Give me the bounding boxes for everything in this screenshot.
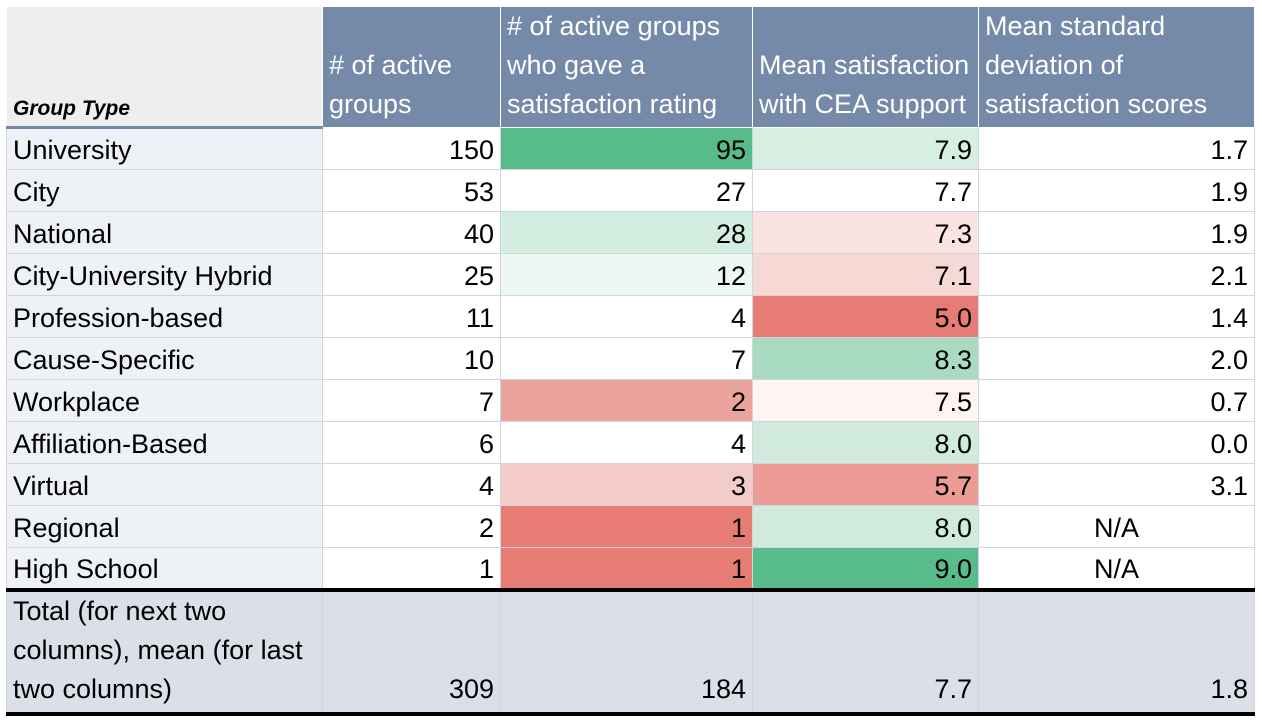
row-group-type: City-University Hybrid — [6, 253, 323, 296]
row-mean-satisfaction: 7.1 — [752, 253, 979, 296]
table-row: Virtual 4 3 5.7 3.1 — [6, 463, 1255, 506]
table-row: Regional 2 1 8.0 N/A — [6, 505, 1255, 548]
row-rated-groups: 4 — [500, 421, 753, 464]
row-group-type: Affiliation-Based — [6, 421, 323, 464]
row-mean-stdev: 2.0 — [978, 337, 1255, 380]
row-mean-stdev: N/A — [978, 547, 1255, 592]
table-row: National 40 28 7.3 1.9 — [6, 211, 1255, 254]
row-rated-groups: 27 — [500, 169, 753, 212]
row-rated-groups: 12 — [500, 253, 753, 296]
total-stdev: 1.8 — [978, 589, 1255, 716]
row-mean-stdev: 0.7 — [978, 379, 1255, 422]
row-group-type: Cause-Specific — [6, 337, 323, 380]
row-active-groups: 53 — [322, 169, 501, 212]
row-mean-satisfaction: 5.7 — [752, 463, 979, 506]
row-mean-stdev: N/A — [978, 505, 1255, 548]
row-rated-groups: 1 — [500, 505, 753, 548]
row-group-type: Profession-based — [6, 295, 323, 338]
row-mean-satisfaction: 7.3 — [752, 211, 979, 254]
row-active-groups: 6 — [322, 421, 501, 464]
row-mean-satisfaction: 9.0 — [752, 547, 979, 592]
row-active-groups: 10 — [322, 337, 501, 380]
row-mean-stdev: 0.0 — [978, 421, 1255, 464]
row-rated-groups: 28 — [500, 211, 753, 254]
row-active-groups: 150 — [322, 127, 501, 170]
row-mean-satisfaction: 8.0 — [752, 505, 979, 548]
row-rated-groups: 2 — [500, 379, 753, 422]
row-rated-groups: 1 — [500, 547, 753, 592]
row-active-groups: 40 — [322, 211, 501, 254]
row-mean-satisfaction: 5.0 — [752, 295, 979, 338]
row-rated-groups: 7 — [500, 337, 753, 380]
table-row: Affiliation-Based 6 4 8.0 0.0 — [6, 421, 1255, 464]
row-mean-stdev: 1.9 — [978, 211, 1255, 254]
row-active-groups: 7 — [322, 379, 501, 422]
header-rated-groups: # of active groups who gave a satisfacti… — [500, 6, 753, 128]
total-label: Total (for next two columns), mean (for … — [6, 589, 323, 716]
total-active: 309 — [322, 589, 501, 716]
row-active-groups: 1 — [322, 547, 501, 592]
row-mean-stdev: 1.7 — [978, 127, 1255, 170]
header-mean-stdev: Mean standard deviation of satisfaction … — [978, 6, 1255, 128]
row-group-type: National — [6, 211, 323, 254]
row-rated-groups: 3 — [500, 463, 753, 506]
table-row: Profession-based 11 4 5.0 1.4 — [6, 295, 1255, 338]
row-active-groups: 4 — [322, 463, 501, 506]
table-row: University 150 95 7.9 1.7 — [6, 127, 1255, 170]
table-row: City 53 27 7.7 1.9 — [6, 169, 1255, 212]
table-row: High School 1 1 9.0 N/A — [6, 547, 1255, 592]
row-active-groups: 25 — [322, 253, 501, 296]
row-rated-groups: 95 — [500, 127, 753, 170]
row-mean-stdev: 1.4 — [978, 295, 1255, 338]
total-row: Total (for next two columns), mean (for … — [6, 589, 1255, 716]
row-mean-satisfaction: 7.9 — [752, 127, 979, 170]
row-mean-satisfaction: 8.3 — [752, 337, 979, 380]
row-mean-stdev: 1.9 — [978, 169, 1255, 212]
total-satisfaction: 7.7 — [752, 589, 979, 716]
row-group-type: Regional — [6, 505, 323, 548]
row-group-type: Virtual — [6, 463, 323, 506]
row-mean-satisfaction: 8.0 — [752, 421, 979, 464]
row-mean-stdev: 2.1 — [978, 253, 1255, 296]
row-active-groups: 11 — [322, 295, 501, 338]
row-active-groups: 2 — [322, 505, 501, 548]
header-row: Group Type # of active groups # of activ… — [6, 6, 1255, 129]
row-group-type: University — [6, 127, 323, 170]
header-mean-satisfaction: Mean satisfaction with CEA support — [752, 6, 979, 128]
row-mean-satisfaction: 7.5 — [752, 379, 979, 422]
table-row: City-University Hybrid 25 12 7.1 2.1 — [6, 253, 1255, 296]
header-group-type: Group Type — [6, 6, 323, 129]
row-group-type: City — [6, 169, 323, 212]
row-group-type: Workplace — [6, 379, 323, 422]
row-group-type: High School — [6, 547, 323, 592]
table-row: Cause-Specific 10 7 8.3 2.0 — [6, 337, 1255, 380]
table-row: Workplace 7 2 7.5 0.7 — [6, 379, 1255, 422]
row-rated-groups: 4 — [500, 295, 753, 338]
row-mean-satisfaction: 7.7 — [752, 169, 979, 212]
satisfaction-table: Group Type # of active groups # of activ… — [6, 6, 1255, 716]
row-mean-stdev: 3.1 — [978, 463, 1255, 506]
total-rated: 184 — [500, 589, 753, 716]
header-active-groups: # of active groups — [322, 6, 501, 128]
